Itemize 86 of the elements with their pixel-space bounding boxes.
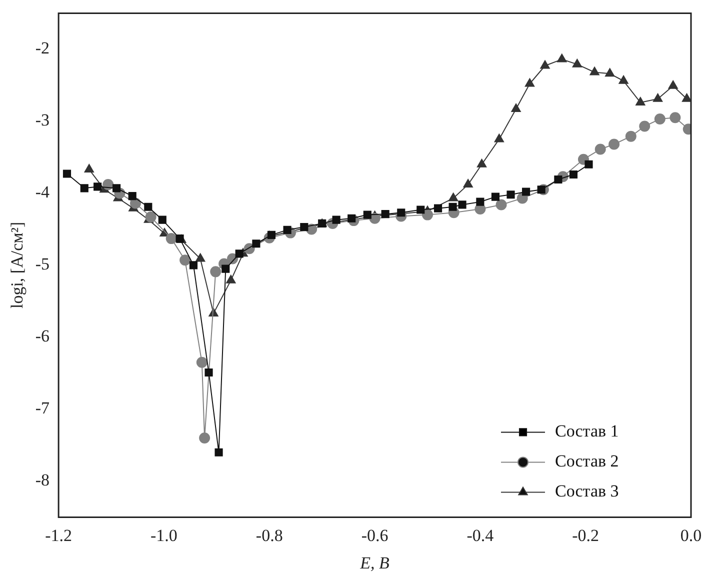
point [348, 214, 356, 222]
point [332, 216, 340, 224]
legend-label: Состав 3 [555, 482, 619, 501]
point [397, 208, 406, 217]
point [222, 264, 230, 273]
point [226, 274, 236, 284]
point [180, 254, 191, 266]
y-tick-label: -4 [35, 182, 50, 202]
point [283, 226, 292, 234]
point [522, 188, 530, 196]
y-tick-label: -5 [35, 254, 50, 274]
point [214, 448, 223, 456]
point [252, 240, 260, 248]
point [594, 144, 606, 155]
point [158, 216, 166, 224]
point [199, 432, 210, 444]
point [80, 184, 88, 192]
point [682, 93, 691, 102]
point [636, 96, 646, 106]
point [569, 170, 578, 179]
y-tick-label: -6 [35, 326, 50, 346]
point [537, 186, 546, 194]
point [448, 202, 457, 211]
point [235, 250, 244, 258]
x-axis-title: E, B [359, 553, 390, 572]
point [540, 60, 550, 69]
point [416, 206, 425, 214]
x-tick-label: -0.6 [361, 526, 388, 545]
point [491, 192, 500, 201]
point [166, 233, 177, 244]
y-tick-label: -3 [35, 110, 50, 130]
legend-label: Состав 1 [555, 422, 619, 441]
point [476, 158, 487, 168]
point [554, 175, 562, 184]
y-tick-label: -7 [35, 398, 50, 418]
point [381, 210, 390, 218]
point [189, 261, 198, 270]
point [84, 164, 94, 172]
point [618, 75, 628, 84]
point [300, 223, 308, 232]
point [448, 192, 458, 202]
point [145, 211, 156, 222]
point [584, 160, 593, 168]
point [434, 204, 442, 212]
point [196, 253, 206, 262]
point [128, 192, 136, 200]
x-tick-label: 0.0 [680, 526, 702, 545]
point [654, 114, 666, 125]
x-tick-label: -1.0 [150, 526, 178, 545]
point [494, 134, 504, 142]
point [511, 103, 521, 112]
point [476, 198, 484, 206]
point [625, 130, 636, 142]
point [144, 202, 152, 211]
point [668, 80, 678, 89]
point [670, 112, 681, 124]
point [463, 179, 473, 188]
point [506, 190, 515, 199]
point [204, 368, 213, 377]
point [94, 182, 102, 191]
point [652, 93, 663, 102]
point [639, 120, 650, 132]
point [557, 54, 567, 62]
point [605, 68, 615, 77]
point [363, 210, 372, 219]
point [62, 170, 72, 178]
point [176, 234, 184, 243]
y-axis-title: logi, [A/см²] [8, 222, 27, 309]
x-tick-label: -1.2 [45, 526, 72, 545]
point [422, 209, 433, 220]
point [572, 58, 582, 68]
point [210, 266, 222, 278]
point [496, 199, 507, 210]
point [458, 200, 466, 209]
point [524, 78, 535, 87]
point [590, 66, 600, 76]
legend-label: Состав 2 [555, 452, 619, 471]
point [196, 356, 208, 368]
point [608, 138, 620, 150]
y-tick-label: -2 [35, 38, 50, 58]
x-tick-label: -0.4 [466, 526, 494, 545]
point [112, 184, 121, 192]
x-tick-label: -0.2 [572, 526, 600, 545]
point [267, 230, 276, 239]
x-tick-label: -0.8 [256, 526, 283, 545]
y-tick-label: -8 [35, 470, 50, 490]
